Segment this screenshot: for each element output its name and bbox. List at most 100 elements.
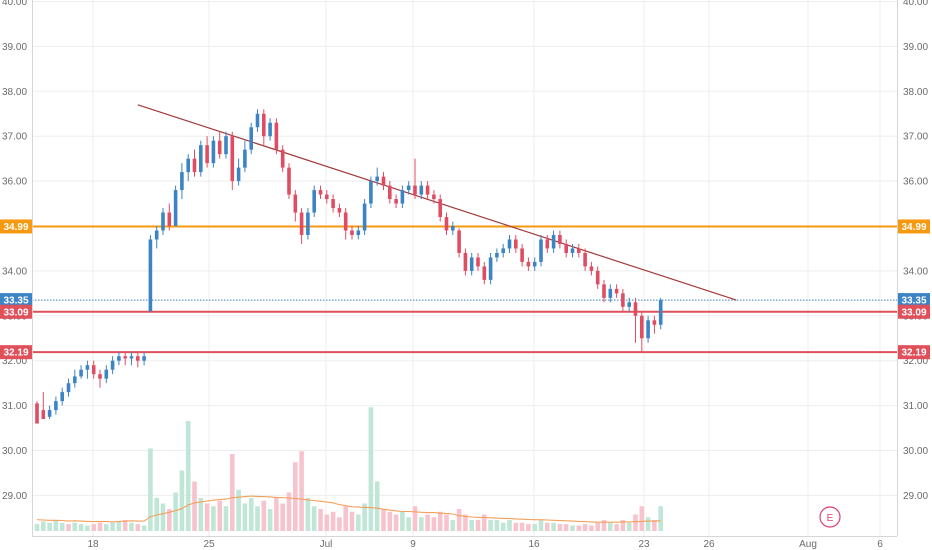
candle-body: [362, 203, 367, 231]
candle-body: [400, 190, 405, 204]
price-tag-left: [0, 293, 32, 308]
volume-bar: [330, 511, 336, 531]
candle-body: [583, 252, 587, 267]
volume-bar: [255, 506, 260, 531]
volume-bar: [97, 522, 103, 531]
y-tick-label-left: 30.00: [2, 446, 27, 457]
volume-bar: [608, 522, 613, 531]
candle-body: [167, 212, 172, 226]
volume-bar: [267, 509, 273, 531]
volume-bar: [620, 520, 626, 531]
volume-bar: [34, 524, 40, 531]
volume-bar: [431, 517, 437, 531]
price-tag-right: [898, 304, 930, 319]
candle-body: [558, 234, 562, 244]
candle-body: [520, 248, 524, 262]
price-tag-label: 34.99: [901, 222, 926, 233]
candle-body: [350, 230, 354, 235]
volume-bar: [299, 451, 304, 531]
price-tag-label: 33.09: [3, 307, 28, 318]
volume-bar: [41, 521, 46, 531]
candle-body: [180, 172, 184, 191]
candle-body: [47, 410, 52, 417]
volume-bar: [614, 524, 619, 531]
candle-body: [217, 140, 222, 155]
volume-bar: [305, 498, 311, 531]
candle-body: [287, 167, 291, 195]
horizontal-levels[interactable]: [32, 225, 897, 354]
candle-body: [79, 369, 83, 377]
volume-moving-average: [36, 495, 661, 523]
volume-bar: [582, 524, 588, 531]
candle-body: [640, 315, 644, 339]
candle-body: [526, 261, 531, 267]
volume-bar: [223, 506, 229, 531]
candle-body: [199, 145, 203, 173]
candle-body: [602, 284, 606, 298]
volume-bar: [311, 506, 317, 531]
candle-body: [381, 176, 386, 186]
volume-bar: [538, 520, 544, 531]
x-tick-label: 9: [410, 539, 416, 550]
volume-bar: [59, 522, 65, 531]
volume-bar: [576, 525, 582, 531]
y-tick-label-right: 37.00: [903, 132, 928, 143]
candle-body: [432, 194, 436, 200]
candle-body: [507, 239, 512, 249]
candle-body: [331, 199, 335, 209]
volume-bar: [633, 514, 638, 531]
candle-body: [148, 239, 153, 312]
candle-body: [551, 234, 556, 249]
candle-body: [293, 194, 298, 213]
candle-body: [514, 239, 518, 249]
candle-body: [658, 300, 663, 325]
candle-body: [463, 252, 468, 271]
volume-bar: [381, 509, 386, 531]
volume-bar: [211, 506, 216, 531]
volume-ma-line: [36, 495, 661, 523]
candle-body: [35, 403, 39, 424]
volume-bar: [47, 522, 52, 531]
volume-bar: [400, 511, 405, 531]
volume-bar: [488, 520, 493, 531]
candle-body: [186, 158, 190, 173]
candle-body: [539, 239, 543, 262]
candle-body: [488, 257, 493, 280]
candle-body: [274, 122, 279, 150]
price-tag-right: [898, 293, 930, 308]
volume-bar: [167, 509, 172, 531]
volume-bar: [437, 511, 443, 531]
candle-body: [123, 356, 127, 359]
candle-body: [589, 266, 594, 271]
candle-body: [577, 248, 581, 253]
descending-trendline[interactable]: [137, 104, 737, 301]
candle-body: [375, 176, 379, 182]
price-tag-left: [0, 304, 32, 319]
candle-body: [54, 401, 58, 411]
volume-bar: [362, 503, 367, 531]
volume-bar: [551, 522, 556, 531]
volume-bar: [129, 522, 134, 531]
candle-body: [495, 252, 499, 258]
volume-bar: [343, 506, 348, 531]
volume-bar: [349, 511, 355, 531]
candle-body: [104, 369, 109, 379]
volume-bar: [53, 520, 59, 531]
candle-body: [545, 239, 550, 249]
y-tick-label-left: 31.00: [2, 401, 27, 412]
y-tick-label-left: 38.00: [2, 87, 27, 98]
earnings-icon[interactable]: [819, 506, 841, 528]
volume-bar: [532, 524, 537, 531]
volume-bar: [85, 525, 90, 531]
candle-body: [413, 185, 417, 195]
candle-body: [60, 392, 64, 402]
volume-bar: [658, 506, 663, 531]
earnings-marker[interactable]: E: [819, 506, 841, 528]
x-tick-label: 16: [528, 539, 540, 550]
candle-body: [451, 226, 455, 231]
candle-body: [564, 243, 568, 253]
volume-bar: [393, 514, 399, 531]
trendline[interactable]: [137, 104, 737, 301]
volume-bar: [104, 524, 109, 531]
